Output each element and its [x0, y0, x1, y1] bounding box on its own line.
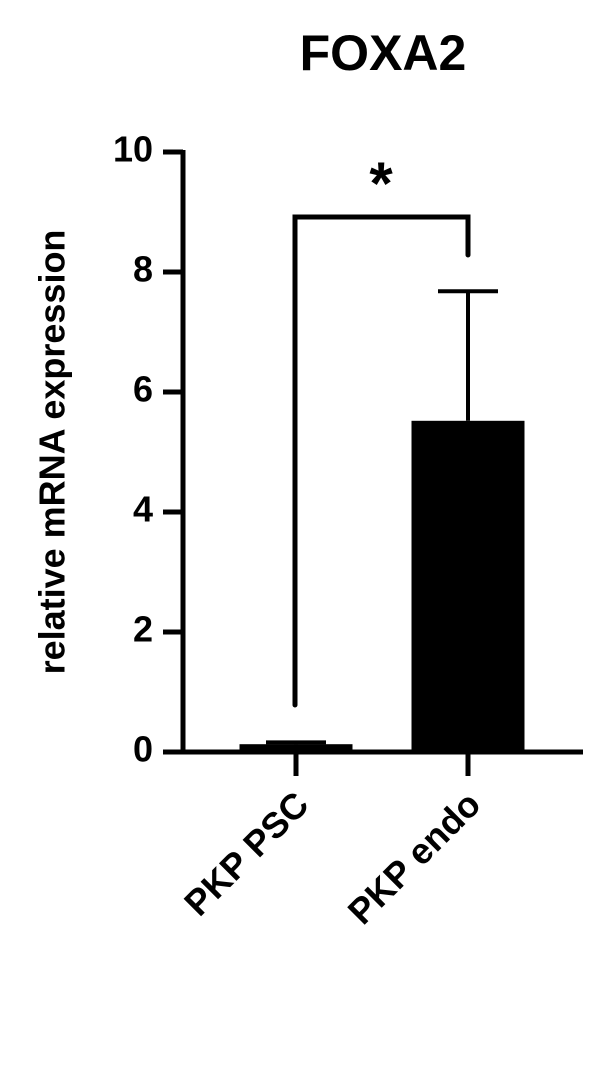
significance-bracket	[292, 214, 471, 708]
x-tick-label: PKP PSC	[176, 783, 316, 923]
y-axis-label: relative mRNA expression	[32, 230, 73, 675]
significance-label: *	[369, 150, 393, 217]
y-tick-label: 0	[133, 729, 153, 770]
y-tick-label: 4	[133, 489, 153, 530]
bar	[239, 744, 353, 752]
chart-title: FOXA2	[300, 25, 467, 81]
y-tick-label: 6	[133, 369, 153, 410]
y-tick-label: 2	[133, 609, 153, 650]
y-tick-label: 8	[133, 249, 153, 290]
y-tick-label: 10	[113, 129, 153, 170]
x-tick-label: PKP endo	[340, 783, 489, 932]
bar	[411, 420, 525, 752]
